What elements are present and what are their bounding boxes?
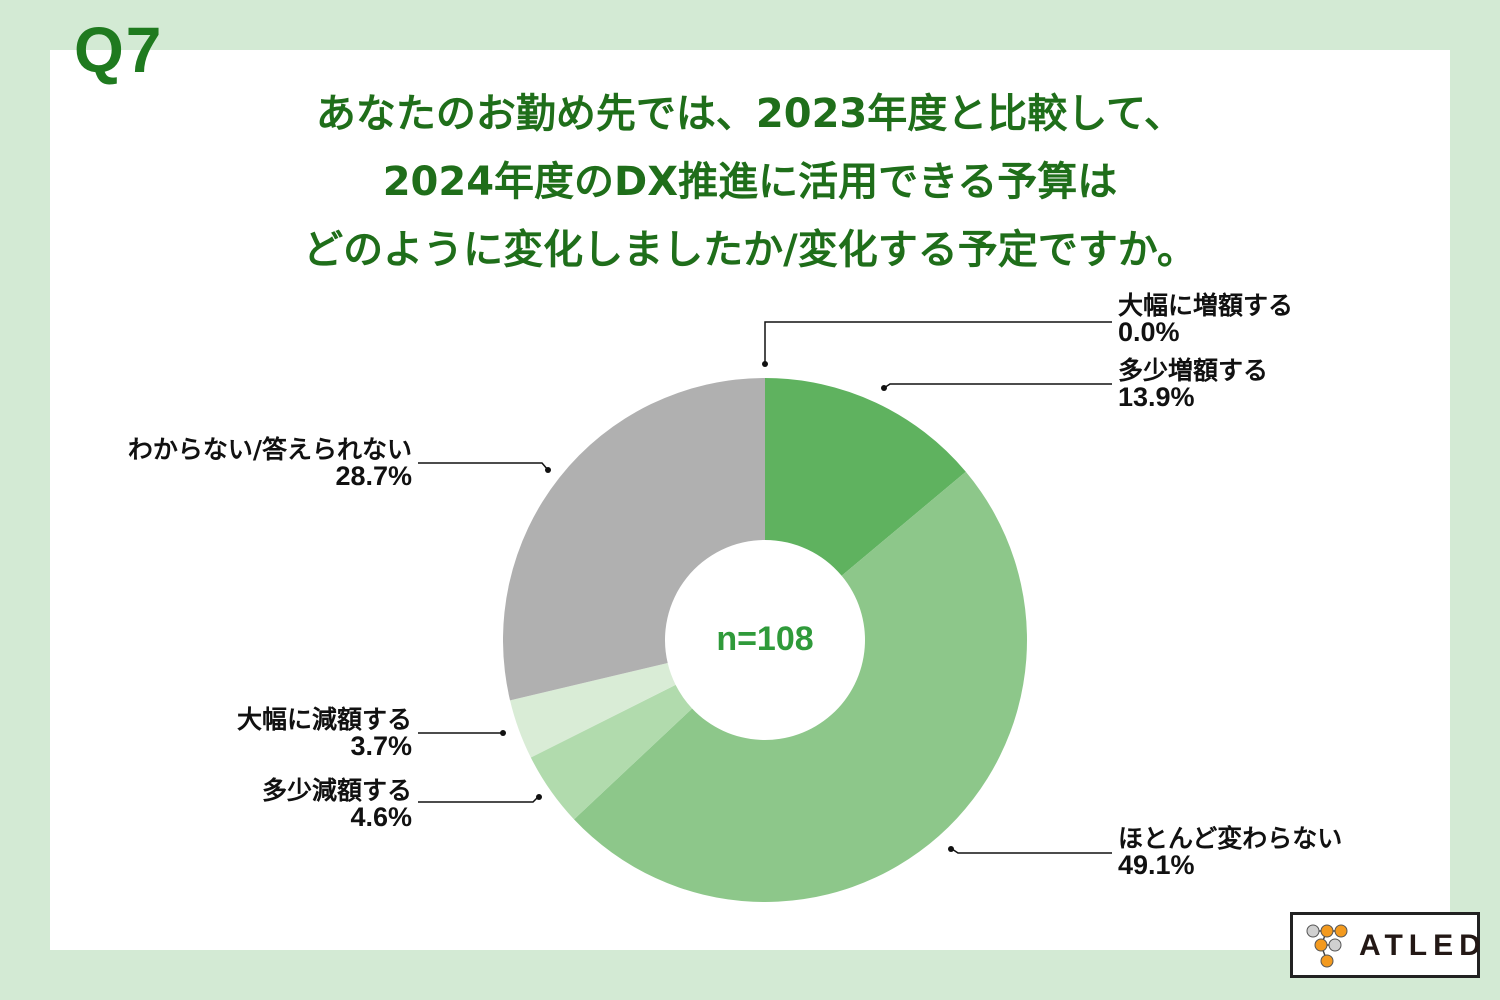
label-value: 4.6%: [350, 802, 412, 832]
label-decrease-greatly: 大幅に減額する 3.7%: [237, 706, 412, 760]
label-name: 多少増額する: [1118, 356, 1269, 385]
label-value: 13.9%: [1118, 382, 1195, 412]
label-name: ほとんど変わらない: [1118, 824, 1343, 853]
label-value: 28.7%: [335, 461, 412, 491]
chart-title: あなたのお勤め先では、2023年度と比較して、 2024年度のDX推進に活用でき…: [100, 80, 1400, 284]
label-increase-greatly: 大幅に増額する 0.0%: [1118, 292, 1293, 346]
label-value: 0.0%: [1118, 317, 1180, 347]
label-decrease-slightly: 多少減額する 4.6%: [262, 777, 412, 831]
leader-decrease-slightly: [418, 796, 539, 803]
donut-slice: [503, 378, 765, 701]
donut-slice: [574, 471, 1027, 902]
network-logo-icon: [1306, 924, 1348, 968]
label-increase-slightly: 多少増額する 13.9%: [1118, 357, 1268, 411]
label-value: 3.7%: [350, 731, 412, 761]
label-name: わからない/答えられない: [127, 435, 412, 464]
logo-text: ATLED: [1359, 929, 1487, 962]
leader-increase-slightly: [883, 383, 1112, 389]
title-line-2: 2024年度のDX推進に活用できる予算は: [382, 159, 1118, 205]
label-name: 大幅に減額する: [236, 705, 412, 734]
sample-size-label: n=108: [716, 620, 814, 658]
label-unknown: わからない/答えられない 28.7%: [128, 436, 412, 490]
question-number: Q7: [74, 14, 164, 86]
donut-slice: [765, 378, 966, 576]
label-value: 49.1%: [1118, 850, 1195, 880]
atled-logo: ATLED: [1290, 912, 1481, 978]
donut-slice: [510, 663, 676, 758]
leader-increase-greatly: [764, 321, 1112, 363]
leader-no-change: [951, 848, 1112, 854]
label-no-change: ほとんど変わらない 49.1%: [1118, 825, 1342, 879]
label-name: 多少減額する: [261, 776, 412, 805]
leader-dots: [500, 361, 954, 852]
title-line-1: あなたのお勤め先では、2023年度と比較して、: [315, 91, 1185, 137]
donut-slice: [530, 684, 693, 820]
label-name: 大幅に増額する: [1118, 291, 1294, 320]
donut-slices: [503, 378, 1027, 902]
leader-unknown: [418, 462, 549, 471]
title-line-3: どのように変化しましたか/変化する予定ですか。: [303, 227, 1197, 273]
